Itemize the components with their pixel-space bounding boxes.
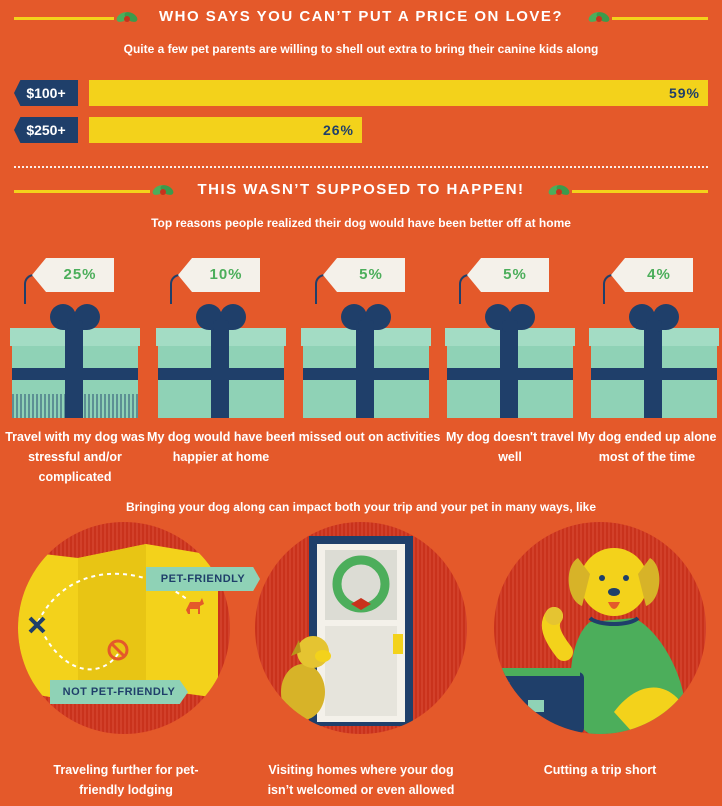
dog-circle <box>494 522 706 734</box>
bow-knot <box>213 320 229 332</box>
gift-tag-value: 5% <box>359 266 383 283</box>
bow-knot <box>502 320 518 332</box>
not-pet-friendly-label: NOT PET-FRIENDLY <box>62 686 176 698</box>
gift-tag: 5% <box>467 258 549 292</box>
section2-title: THIS WASN’T SUPPOSED TO HAPPEN! <box>197 181 525 198</box>
gift-tag: 10% <box>178 258 260 292</box>
section1-subtitle: Quite a few pet parents are willing to s… <box>123 42 599 56</box>
ribbon-horizontal <box>591 368 717 380</box>
gift-tag-value: 4% <box>647 266 671 283</box>
gift-box: 10% <box>156 258 286 418</box>
gift-tag: 25% <box>32 258 114 292</box>
door-icon <box>281 536 425 726</box>
bow-knot <box>67 320 83 332</box>
price-tag-250: $250+ <box>14 117 78 143</box>
ribbon-horizontal <box>303 368 429 380</box>
gift-label: My dog would have been happier at home <box>147 430 295 464</box>
title-rule-left <box>14 190 150 193</box>
holly-icon <box>152 185 174 195</box>
section3-subtitle: Bringing your dog along can impact both … <box>125 500 597 514</box>
section1-title: WHO SAYS YOU CAN’T PUT A PRICE ON LOVE? <box>158 8 564 25</box>
gift-label: My dog ended up alone most of the time <box>577 430 717 464</box>
gift-label: My dog doesn't travel well <box>446 430 574 464</box>
pet-friendly-badge: PET-FRIENDLY <box>146 567 260 591</box>
gift-tag-value: 10% <box>209 266 243 283</box>
bar-100: 59% <box>89 80 708 106</box>
dog-suitcase-icon <box>494 548 694 734</box>
gift-tag-value: 5% <box>503 266 527 283</box>
impact-caption: Visiting homes where your dog isn’t welc… <box>267 763 455 797</box>
pet-friendly-label: PET-FRIENDLY <box>160 573 246 585</box>
not-pet-friendly-badge: NOT PET-FRIENDLY <box>50 680 188 704</box>
gift-tag: 5% <box>323 258 405 292</box>
section-divider <box>14 166 708 168</box>
gift-label: Travel with my dog was stressful and/or … <box>5 430 145 484</box>
impact-caption: Cutting a trip short <box>543 763 657 777</box>
ribbon-horizontal <box>158 368 284 380</box>
title-rule-right <box>572 190 708 193</box>
gift-box: 5% <box>301 258 431 418</box>
bow-knot <box>358 320 374 332</box>
holly-icon <box>116 12 138 22</box>
impact-caption: Traveling further for pet-friendly lodgi… <box>53 763 199 797</box>
price-tag-100: $100+ <box>14 80 78 106</box>
bow-knot <box>646 320 662 332</box>
gift-box: 25% <box>10 258 140 418</box>
gift-tag: 4% <box>611 258 693 292</box>
gift-box: 4% <box>589 258 719 418</box>
section2-subtitle: Top reasons people realized their dog wo… <box>151 216 571 230</box>
holly-icon <box>588 12 610 22</box>
title-rule-right <box>612 17 708 20</box>
bar-value: 59% <box>668 85 700 101</box>
title-rule-left <box>14 17 114 20</box>
gift-tag-value: 25% <box>63 266 97 283</box>
gift-label: I missed out on activities <box>291 430 441 444</box>
bar-250: 26% <box>89 117 362 143</box>
door-circle <box>255 522 467 734</box>
gift-box: 5% <box>445 258 575 418</box>
bar-value: 26% <box>322 122 354 138</box>
ribbon-horizontal <box>12 368 138 380</box>
holly-icon <box>548 185 570 195</box>
ribbon-horizontal <box>447 368 573 380</box>
